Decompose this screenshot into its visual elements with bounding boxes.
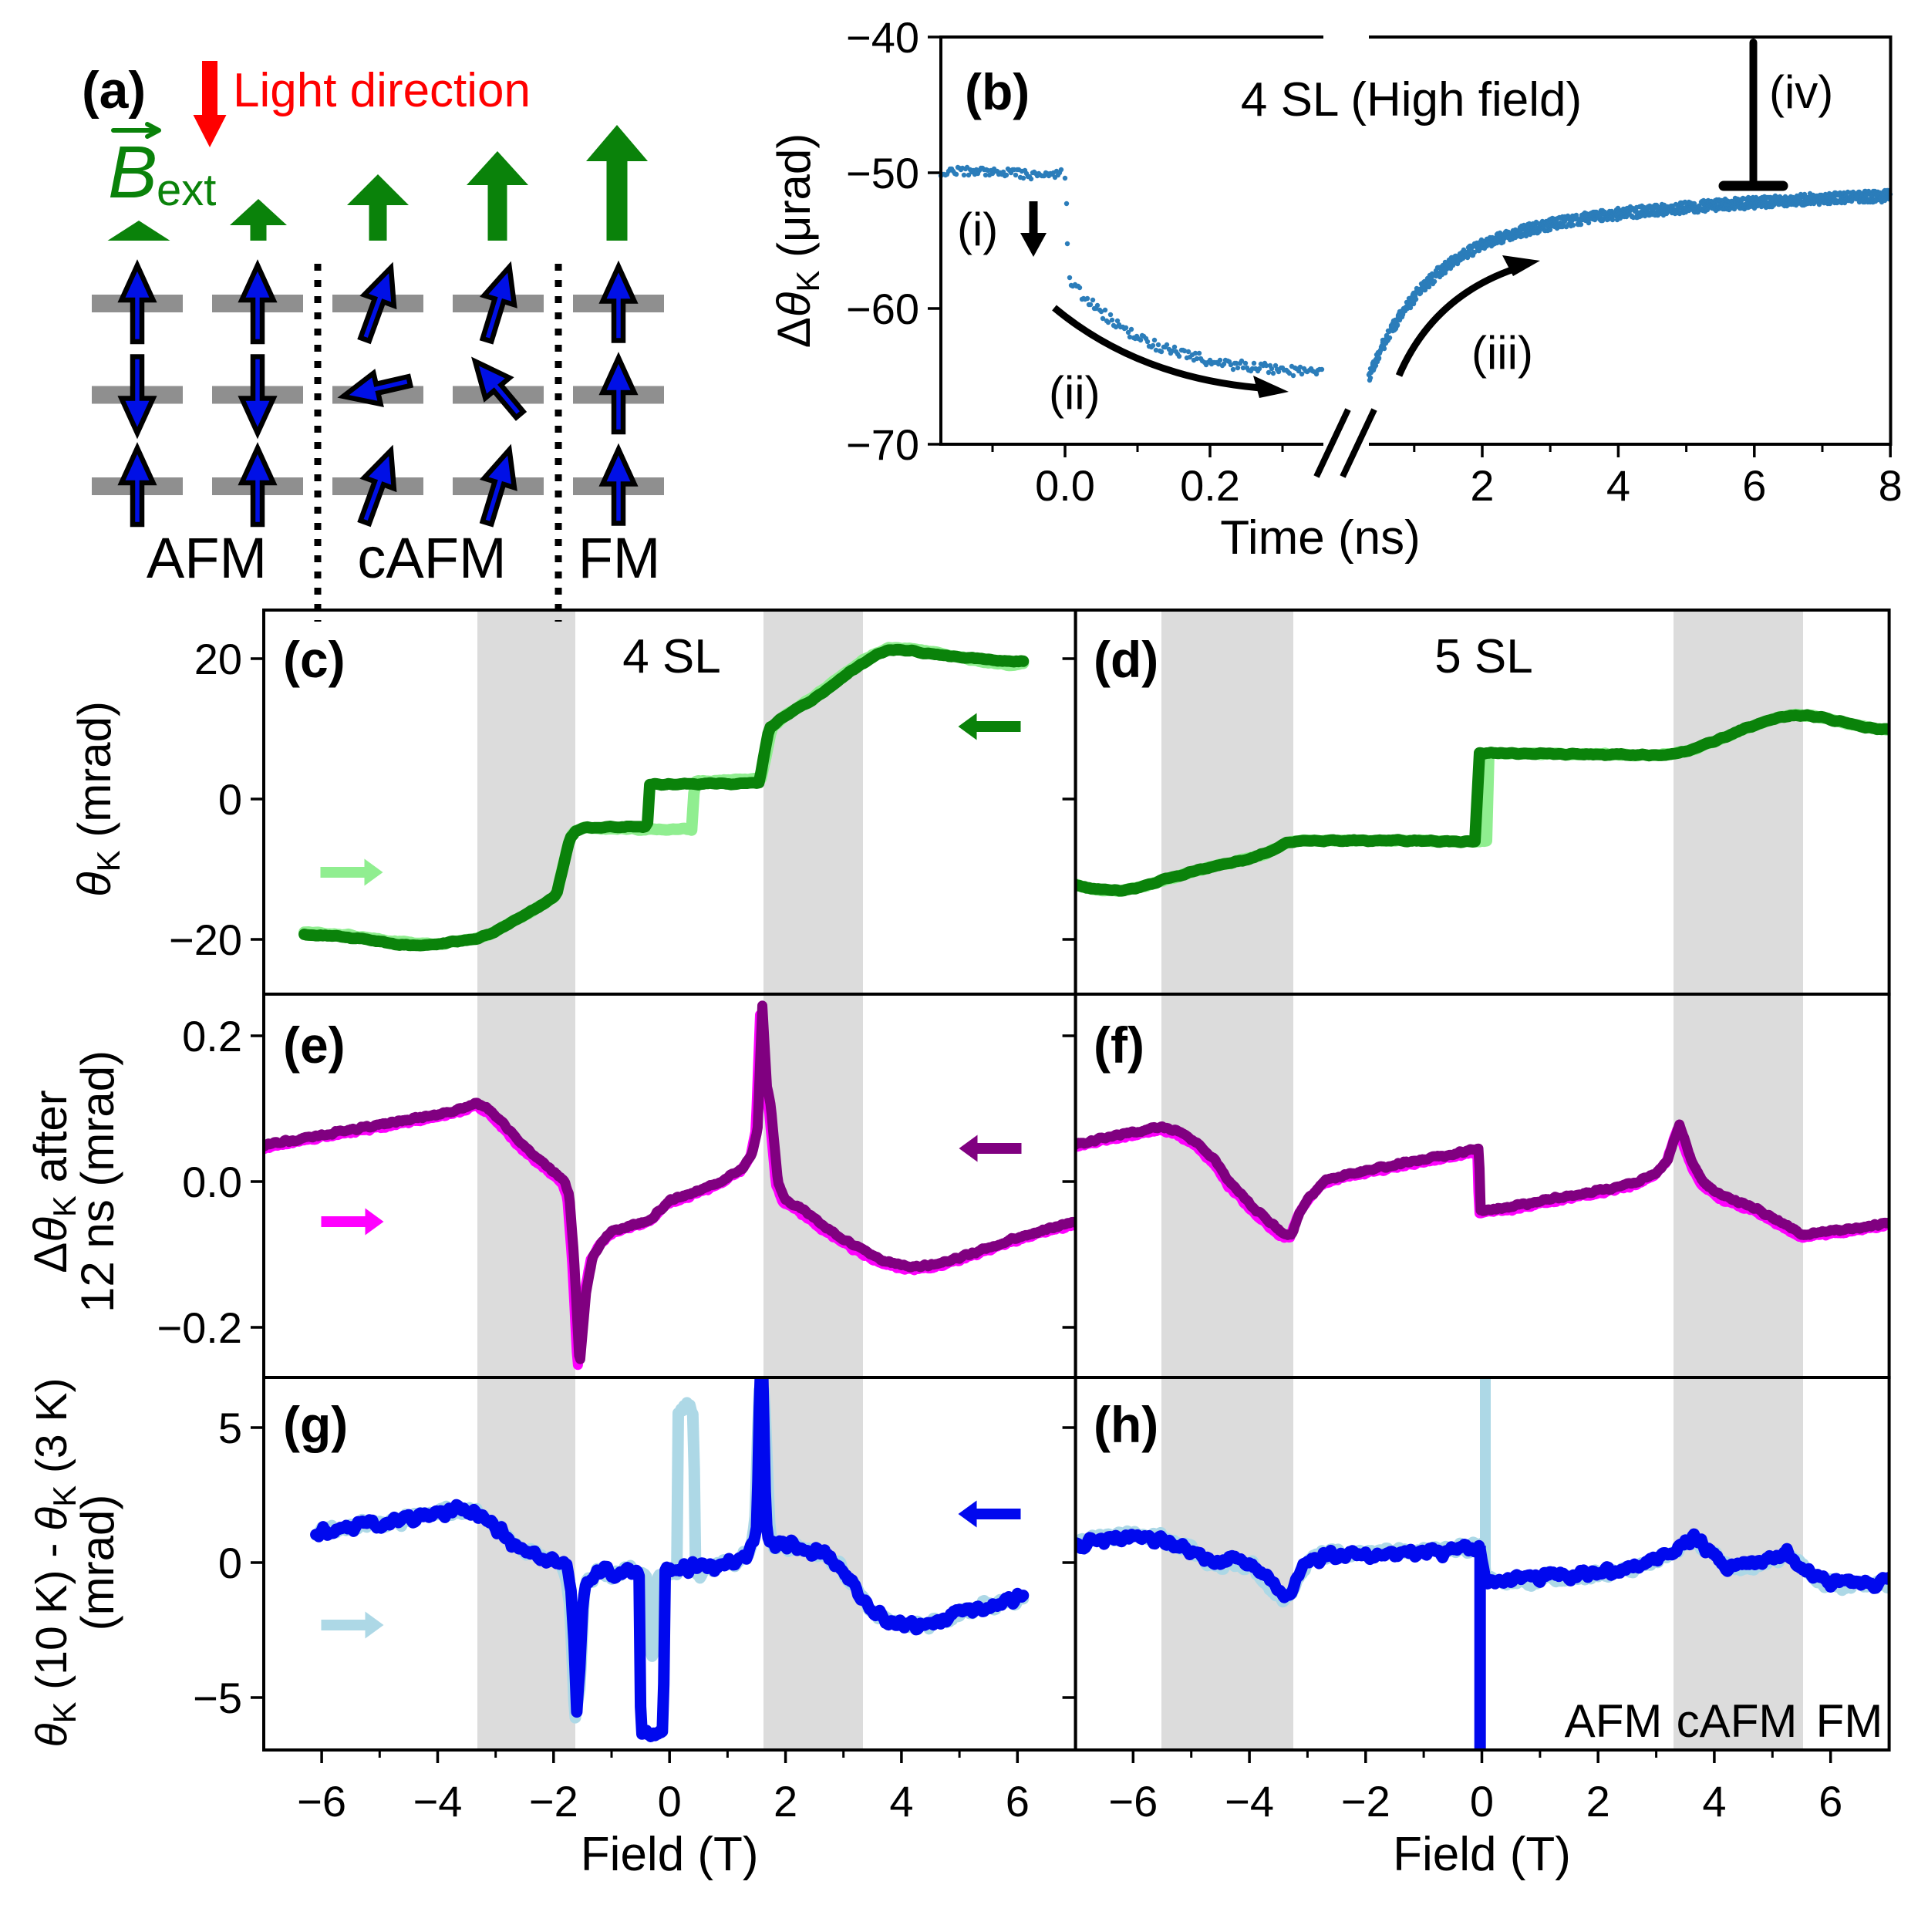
svg-text:−60: −60: [846, 285, 919, 333]
svg-text:0: 0: [218, 1539, 242, 1587]
svg-text:−70: −70: [846, 420, 919, 469]
svg-text:θK (10 K) - θK (3 K): θK (10 K) - θK (3 K): [27, 1378, 83, 1748]
svg-text:(c): (c): [283, 631, 345, 688]
svg-text:Light direction: Light direction: [233, 64, 531, 117]
svg-text:cAFM: cAFM: [357, 526, 506, 590]
svg-text:(mrad): (mrad): [72, 1495, 123, 1631]
svg-text:4 SL (High field): 4 SL (High field): [1241, 73, 1582, 126]
svg-text:(g): (g): [283, 1396, 348, 1453]
svg-text:−40: −40: [846, 13, 919, 62]
svg-text:−2: −2: [1341, 1777, 1390, 1826]
svg-text:Field (T): Field (T): [1393, 1828, 1571, 1881]
svg-text:(f): (f): [1094, 1017, 1144, 1074]
svg-text:6: 6: [1818, 1777, 1842, 1826]
svg-text:AFM: AFM: [147, 526, 267, 590]
svg-text:0.2: 0.2: [1180, 461, 1240, 510]
svg-text:20: 20: [194, 635, 242, 683]
svg-text:θK (mrad): θK (mrad): [69, 701, 126, 897]
svg-text:4: 4: [1702, 1777, 1726, 1826]
svg-text:−6: −6: [297, 1777, 346, 1826]
svg-text:Time (ns): Time (ns): [1220, 511, 1420, 565]
svg-text:ΔθK after: ΔθK after: [25, 1090, 83, 1273]
svg-text:−20: −20: [169, 915, 242, 964]
svg-text:(iv): (iv): [1769, 66, 1833, 118]
svg-text:FM: FM: [1816, 1695, 1883, 1747]
svg-text:(ii): (ii): [1049, 367, 1101, 419]
svg-text:0.2: 0.2: [182, 1012, 242, 1060]
svg-text:4 SL: 4 SL: [622, 630, 721, 683]
svg-text:Field (T): Field (T): [581, 1828, 759, 1881]
svg-text:4: 4: [1606, 461, 1630, 510]
svg-text:(i): (i): [957, 204, 998, 255]
svg-text:AFM: AFM: [1565, 1695, 1663, 1747]
svg-text:(d): (d): [1094, 631, 1158, 688]
svg-text:2: 2: [1470, 461, 1494, 510]
svg-text:0.0: 0.0: [1035, 461, 1095, 510]
svg-text:0: 0: [1470, 1777, 1494, 1826]
svg-text:(e): (e): [283, 1017, 345, 1074]
svg-text:4: 4: [889, 1777, 913, 1826]
svg-text:cAFM: cAFM: [1677, 1695, 1798, 1747]
svg-text:5 SL: 5 SL: [1434, 630, 1533, 683]
svg-text:−4: −4: [1225, 1777, 1274, 1826]
svg-text:6: 6: [1006, 1777, 1030, 1826]
svg-text:−5: −5: [193, 1674, 242, 1722]
svg-text:−6: −6: [1108, 1777, 1158, 1826]
svg-text:0.0: 0.0: [182, 1158, 242, 1206]
svg-text:FM: FM: [578, 526, 661, 590]
svg-text:(iii): (iii): [1471, 327, 1533, 379]
svg-text:2: 2: [1586, 1777, 1610, 1826]
svg-text:2: 2: [774, 1777, 797, 1826]
svg-text:(b): (b): [965, 63, 1030, 120]
svg-text:6: 6: [1742, 461, 1766, 510]
svg-text:−0.2: −0.2: [157, 1303, 242, 1352]
svg-text:ΔθK (μrad): ΔθK (μrad): [768, 133, 826, 349]
svg-text:(h): (h): [1094, 1396, 1158, 1453]
svg-text:8: 8: [1879, 461, 1903, 510]
svg-text:5: 5: [218, 1404, 242, 1452]
svg-text:ext: ext: [157, 165, 216, 215]
svg-text:(a): (a): [82, 61, 146, 120]
svg-text:−2: −2: [529, 1777, 578, 1826]
svg-text:0: 0: [658, 1777, 682, 1826]
svg-text:0: 0: [218, 775, 242, 824]
svg-text:−4: −4: [413, 1777, 463, 1826]
svg-text:12 ns (mrad): 12 ns (mrad): [72, 1050, 123, 1313]
svg-text:B: B: [108, 131, 157, 214]
svg-text:−50: −50: [846, 149, 919, 197]
